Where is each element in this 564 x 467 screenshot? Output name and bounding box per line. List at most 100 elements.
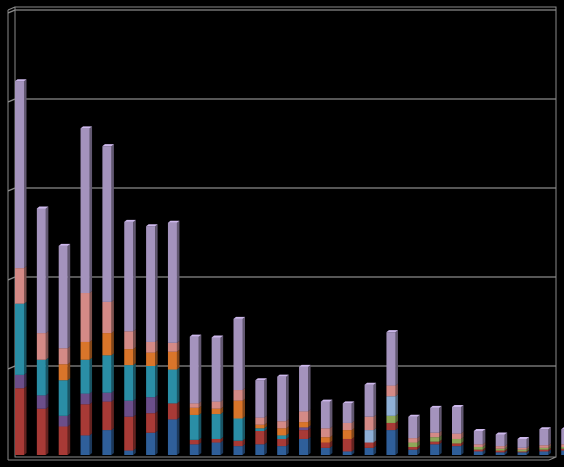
bar-stack-5 [102,144,114,455]
bar-side-17-s2 [373,440,377,448]
bar-segment-3-s2 [58,426,68,455]
bar-segment-20-s2 [430,441,440,445]
bar-segment-4-s2 [80,404,90,436]
bar-top-25 [539,427,551,430]
bar-side-13-s2 [286,436,289,447]
bar-side-20-s8 [439,430,442,438]
bar-side-3-s2 [67,424,71,455]
bar-stack-6 [124,219,136,455]
bar-side-5-s1 [111,428,114,455]
bar-segment-12-s2 [255,430,265,445]
bar-side-25-s8 [548,443,551,448]
bar-side-10-s5 [220,412,224,439]
gridline-400-wall [7,98,16,103]
bar-top-17 [364,382,377,385]
bar-segment-18-s8 [386,385,396,397]
bar-segment-11-s9 [233,318,243,391]
bar-side-21-s1 [461,444,464,455]
bar-segment-5-s7 [102,333,112,356]
bar-segment-20-s8 [430,432,440,438]
bar-segment-10-s8 [211,401,221,409]
bar-segment-14-s2 [299,430,309,439]
bar-side-15-s9 [329,399,333,429]
bar-side-19-s2 [417,444,420,450]
bar-side-6-s3 [133,398,136,417]
bars-group [15,79,564,455]
bar-side-7-s3 [155,395,158,414]
bar-segment-10-s7 [211,408,221,415]
bar-segment-5-s5 [102,355,112,393]
bar-side-18-s4 [395,413,398,423]
bar-side-10-s1 [220,440,224,455]
bar-segment-9-s2 [189,439,199,445]
bar-segment-3-s9 [58,245,68,349]
bar-top-4 [80,126,93,129]
bar-top-24 [517,436,530,439]
bar-side-14-s7 [308,420,311,428]
bar-side-12-s8 [264,415,267,425]
bar-side-3-s7 [67,362,71,381]
bar-segment-15-s1 [320,447,330,455]
bar-side-1-s3 [24,372,27,389]
bar-segment-22-s8 [473,444,483,447]
bar-top-7 [146,224,158,227]
bar-segment-10-s1 [211,442,221,455]
bar-segment-7-s5 [146,366,156,398]
bar-side-8-s9 [176,220,180,343]
bar-segment-13-s5 [277,435,287,439]
bar-segment-11-s7 [233,400,243,419]
bar-segment-1-s8 [15,268,24,304]
bar-side-8-s7 [176,349,180,370]
bar-side-18-s2 [395,420,398,431]
bar-segment-21-s8 [452,433,461,439]
bar-side-11-s2 [242,438,245,447]
bar-segment-1-s9 [15,81,24,269]
bar-side-9-s5 [198,412,202,440]
bar-segment-17-s2 [364,442,374,448]
bar-stack-20 [430,405,442,455]
bar-side-18-s6 [395,394,398,416]
bar-side-2-s8 [45,331,49,360]
bar-side-24-s8 [526,445,530,450]
bar-side-13-s8 [286,419,289,429]
bar-segment-20-s4 [430,437,440,442]
bar-side-12-s5 [264,426,267,431]
bar-segment-12-s5 [255,428,265,431]
bar-stack-2 [36,206,49,455]
bar-segment-6-s7 [124,349,134,366]
bar-segment-8-s7 [167,351,177,370]
bar-segment-26-s8 [561,444,564,447]
bar-segment-12-s8 [255,417,265,425]
bar-segment-21-s1 [452,446,461,455]
bar-top-3 [58,243,71,246]
bar-segment-16-s2 [342,438,352,452]
bar-side-19-s9 [417,414,420,439]
bar-stack-13 [277,374,289,455]
bar-side-6-s8 [133,329,136,350]
bar-segment-19-s2 [408,446,418,450]
bar-side-9-s8 [198,401,202,408]
bar-side-25-s1 [548,449,551,455]
bar-segment-5-s9 [102,146,112,302]
bar-segment-8-s8 [167,342,177,352]
bar-segment-6-s1 [124,450,134,455]
bar-segment-3-s8 [58,348,68,365]
bar-stack-15 [320,399,333,455]
bar-segment-13-s9 [277,376,287,422]
bar-segment-3-s5 [58,380,68,416]
bar-side-25-s2 [548,447,551,452]
gridline-500-wall [7,9,16,14]
bar-segment-1-s2 [15,388,24,455]
bar-segment-8-s2 [167,403,177,420]
bar-segment-18-s1 [386,430,396,455]
bar-segment-14-s3 [299,427,309,431]
bar-side-19-s4 [417,440,420,447]
bar-side-17-s8 [373,414,377,431]
bar-side-18-s1 [395,428,398,455]
bar-top-16 [342,401,355,404]
bar-side-13-s7 [286,426,289,436]
bar-side-11-s1 [242,444,245,455]
bar-side-5-s9 [111,144,114,302]
bar-side-17-s6 [373,428,377,443]
bar-segment-2-s5 [36,359,46,396]
